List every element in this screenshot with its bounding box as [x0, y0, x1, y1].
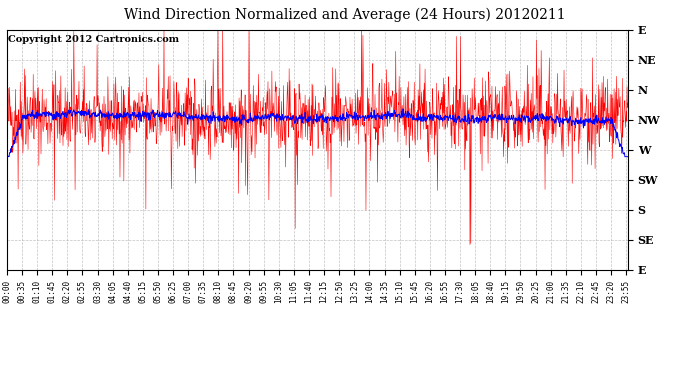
Text: Copyright 2012 Cartronics.com: Copyright 2012 Cartronics.com: [8, 35, 179, 44]
Text: Wind Direction Normalized and Average (24 Hours) 20120211: Wind Direction Normalized and Average (2…: [124, 8, 566, 22]
